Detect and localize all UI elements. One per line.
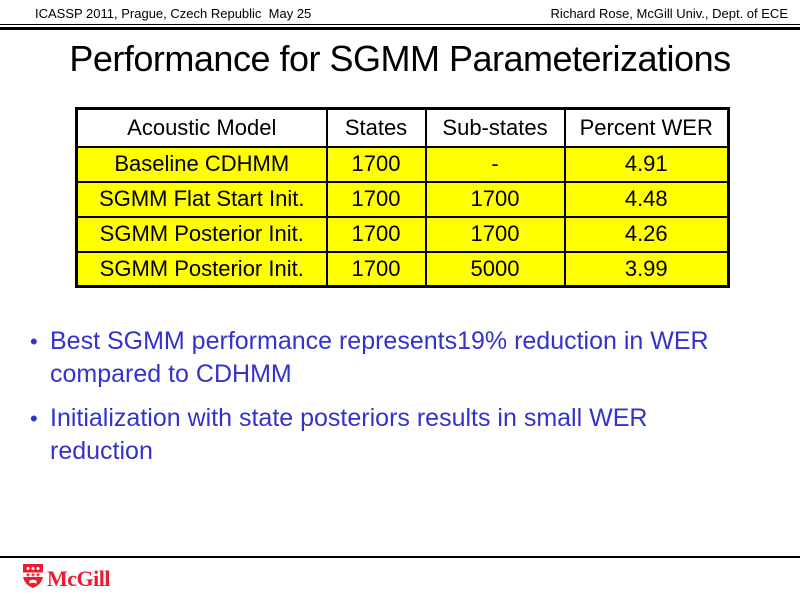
- footer-rule: [0, 556, 800, 558]
- bullet-icon: •: [30, 329, 38, 354]
- table-cell-sub-states: 1700: [424, 215, 566, 253]
- table-cell-sub-states: 5000: [424, 250, 566, 288]
- table-cell-model: SGMM Flat Start Init.: [75, 180, 328, 218]
- column-header-sub-states: Sub-states: [424, 107, 566, 148]
- header-author-text: Richard Rose, McGill Univ., Dept. of ECE: [550, 6, 788, 21]
- header-rule-thin: [0, 24, 800, 25]
- header-conference-text: ICASSP 2011, Prague, Czech Republic May …: [35, 6, 312, 21]
- table-cell-states: 1700: [325, 250, 427, 288]
- table-cell-states: 1700: [325, 145, 427, 183]
- bullet-text: Initialization with state posteriors res…: [50, 404, 648, 465]
- table-cell-model: SGMM Posterior Init.: [75, 215, 328, 253]
- mcgill-shield-icon: [22, 563, 44, 594]
- table-cell-wer: 4.26: [563, 215, 730, 253]
- page-title: Performance for SGMM Parameterizations: [69, 38, 731, 79]
- table-row: SGMM Flat Start Init. 1700 1700 4.48: [75, 180, 730, 218]
- bullet-icon: •: [30, 406, 38, 431]
- bullet-text: Best SGMM performance represents19% redu…: [50, 327, 709, 388]
- table-cell-wer: 3.99: [563, 250, 730, 288]
- table-cell-sub-states: -: [424, 145, 566, 183]
- results-table: Acoustic Model States Sub-states Percent…: [75, 107, 730, 288]
- table-cell-states: 1700: [325, 180, 427, 218]
- table-cell-model: SGMM Posterior Init.: [75, 250, 328, 288]
- table-header-row: Acoustic Model States Sub-states Percent…: [75, 107, 730, 148]
- mcgill-wordmark: McGill: [47, 565, 110, 591]
- mcgill-logo: McGill: [22, 563, 110, 594]
- table-row: SGMM Posterior Init. 1700 1700 4.26: [75, 215, 730, 253]
- table-cell-wer: 4.91: [563, 145, 730, 183]
- table-cell-model: Baseline CDHMM: [75, 145, 328, 183]
- column-header-percent-wer: Percent WER: [563, 107, 730, 148]
- list-item: • Best SGMM performance represents19% re…: [30, 325, 730, 391]
- column-header-states: States: [325, 107, 427, 148]
- bullet-list: • Best SGMM performance represents19% re…: [30, 325, 730, 479]
- table-row: Baseline CDHMM 1700 - 4.91: [75, 145, 730, 183]
- table-cell-states: 1700: [325, 215, 427, 253]
- table-row: SGMM Posterior Init. 1700 5000 3.99: [75, 250, 730, 288]
- column-header-acoustic-model: Acoustic Model: [75, 107, 328, 148]
- table-cell-wer: 4.48: [563, 180, 730, 218]
- list-item: • Initialization with state posteriors r…: [30, 402, 730, 468]
- header-rule-thick: [0, 27, 800, 30]
- table-cell-sub-states: 1700: [424, 180, 566, 218]
